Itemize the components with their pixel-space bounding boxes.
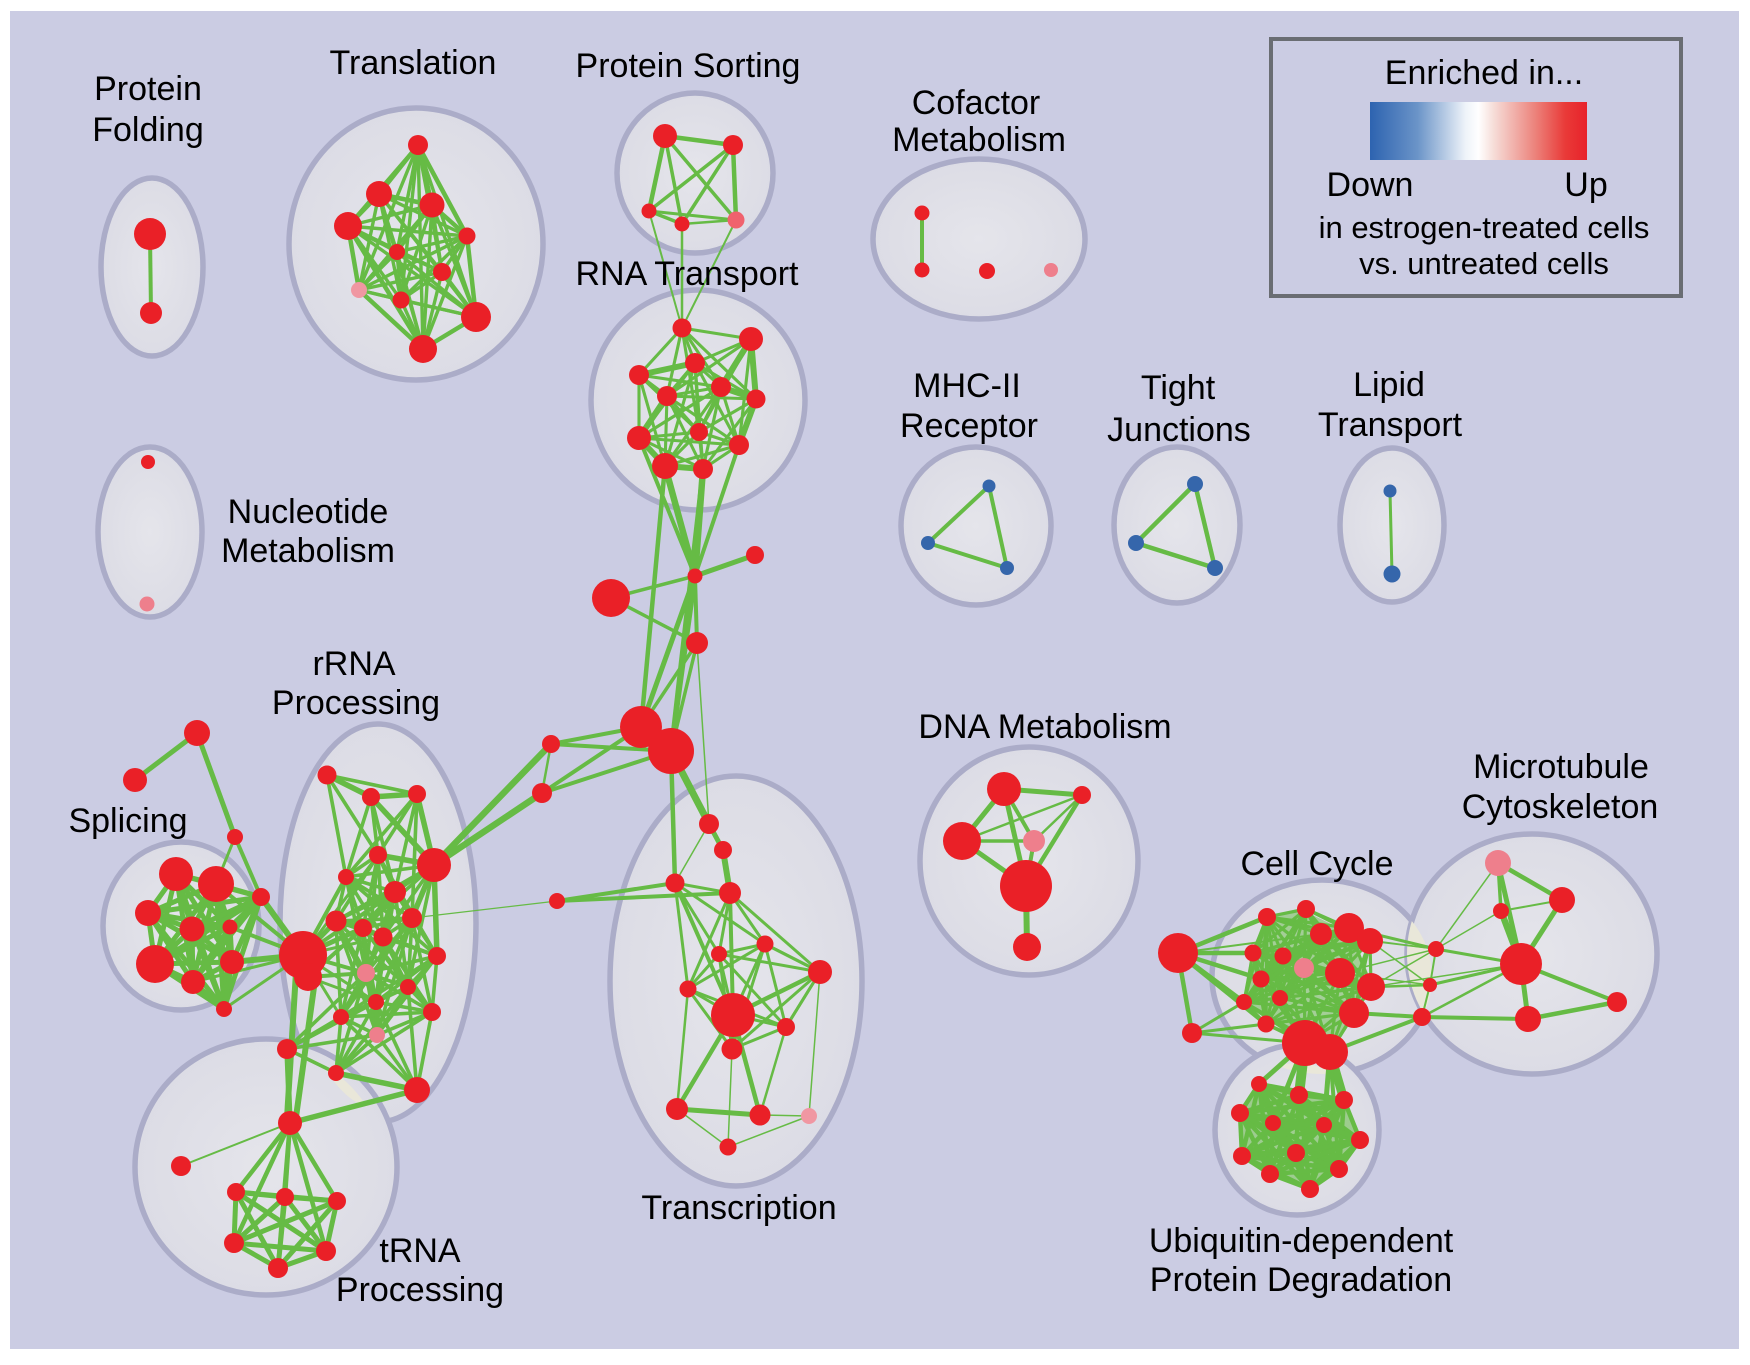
svg-text:Processing: Processing <box>272 684 440 722</box>
svg-text:Tight: Tight <box>1141 369 1216 407</box>
svg-text:Protein: Protein <box>94 70 202 108</box>
svg-text:DNA Metabolism: DNA Metabolism <box>918 708 1171 746</box>
svg-text:in estrogen-treated cells: in estrogen-treated cells <box>1319 210 1650 245</box>
svg-text:Cytoskeleton: Cytoskeleton <box>1462 788 1659 826</box>
svg-text:Up: Up <box>1564 166 1607 204</box>
svg-text:tRNA: tRNA <box>379 1232 461 1270</box>
svg-text:Cofactor: Cofactor <box>912 84 1041 122</box>
svg-text:RNA Transport: RNA Transport <box>576 255 800 293</box>
svg-text:Splicing: Splicing <box>68 802 187 840</box>
svg-text:Protein Degradation: Protein Degradation <box>1150 1261 1452 1299</box>
svg-text:Metabolism: Metabolism <box>892 121 1066 159</box>
svg-text:Translation: Translation <box>330 44 497 82</box>
svg-text:Folding: Folding <box>92 111 204 149</box>
svg-text:Junctions: Junctions <box>1107 411 1251 449</box>
svg-text:Protein Sorting: Protein Sorting <box>576 47 801 85</box>
svg-text:Lipid: Lipid <box>1353 366 1425 404</box>
svg-text:Transcription: Transcription <box>641 1189 836 1227</box>
svg-text:Cell Cycle: Cell Cycle <box>1240 845 1393 883</box>
svg-text:Receptor: Receptor <box>900 407 1038 445</box>
svg-text:Microtubule: Microtubule <box>1473 748 1649 786</box>
svg-text:Down: Down <box>1327 166 1414 204</box>
svg-text:Metabolism: Metabolism <box>221 532 395 570</box>
svg-text:Ubiquitin-dependent: Ubiquitin-dependent <box>1149 1222 1454 1260</box>
svg-text:Processing: Processing <box>336 1271 504 1309</box>
svg-text:Enriched in...: Enriched in... <box>1385 54 1583 92</box>
svg-text:rRNA: rRNA <box>312 645 395 683</box>
svg-text:Transport: Transport <box>1318 406 1463 444</box>
svg-text:Nucleotide: Nucleotide <box>228 493 389 531</box>
svg-text:MHC-II: MHC-II <box>913 367 1021 405</box>
svg-text:vs. untreated cells: vs. untreated cells <box>1359 246 1609 281</box>
